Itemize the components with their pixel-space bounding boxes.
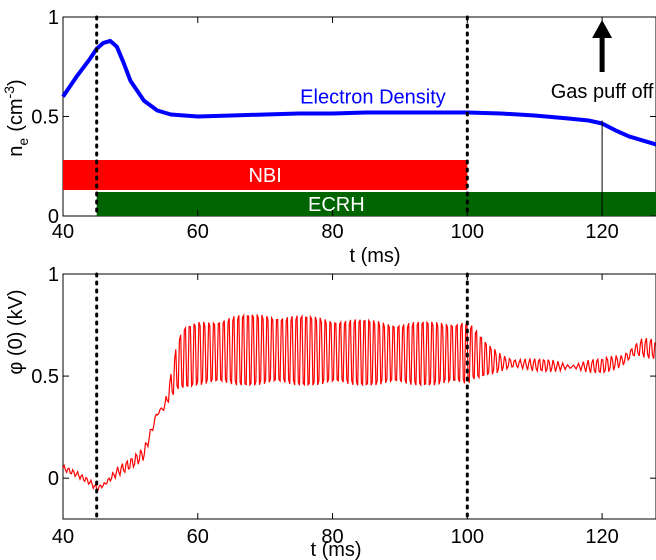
- bottom-x-axis-label: t (ms): [310, 539, 361, 560]
- y-tick-label: 0: [48, 468, 59, 490]
- bottom-plot-frame: [62, 273, 656, 520]
- bottom-y-axis-label: φ (0) (kV): [5, 289, 27, 374]
- heating-bar-nbi: [63, 160, 468, 190]
- x-tick-label: 60: [187, 526, 209, 548]
- heating-bar-label: ECRH: [308, 194, 365, 216]
- y-tick-label: 0.5: [31, 366, 59, 388]
- x-tick-label: 120: [585, 526, 618, 548]
- potential-trace: [62, 313, 656, 491]
- x-tick-label: 80: [321, 526, 343, 548]
- x-tick-label: 100: [451, 526, 484, 548]
- gas-puff-arrow-head: [592, 20, 613, 38]
- x-tick-label: 120: [585, 221, 618, 243]
- x-tick-label: 100: [451, 221, 484, 243]
- x-tick-label: 80: [321, 221, 343, 243]
- y-tick-label: 1: [48, 264, 59, 286]
- top-x-axis-label: t (ms): [349, 245, 400, 267]
- y-tick-label: 0.5: [31, 107, 59, 129]
- density-series-label: Electron Density: [300, 87, 446, 109]
- density-panel: NBI ECRH Electron Density Gas puff off 40…: [1, 7, 656, 267]
- density-line: [61, 38, 656, 147]
- heating-bar-label: NBI: [248, 165, 281, 187]
- potential-panel: 40 60 80 100 120 0 0.5 1 t (ms) φ (0) (kV): [5, 264, 656, 560]
- x-tick-label: 40: [52, 526, 74, 548]
- heating-bar-ecrh: [96, 192, 656, 216]
- gas-puff-annotation: Gas puff off: [551, 81, 654, 103]
- x-tick-label: 40: [52, 221, 74, 243]
- top-y-axis-label: ne(cm-3): [1, 79, 31, 156]
- x-tick-label: 60: [187, 221, 209, 243]
- y-tick-label: 0: [48, 206, 59, 228]
- svg-text:ne(cm-3): ne(cm-3): [1, 79, 31, 156]
- y-tick-label: 1: [48, 7, 59, 29]
